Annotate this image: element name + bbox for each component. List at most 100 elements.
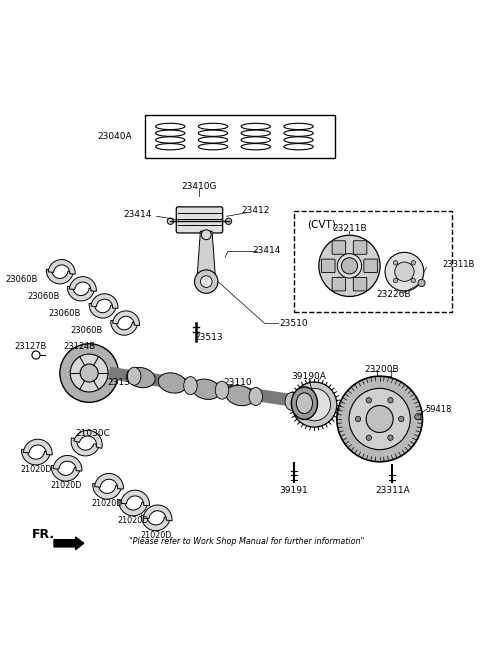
FancyBboxPatch shape <box>176 207 223 233</box>
Polygon shape <box>22 449 50 465</box>
Text: 23510: 23510 <box>280 319 308 328</box>
Polygon shape <box>48 260 75 274</box>
Text: 23513: 23513 <box>194 333 223 342</box>
Text: 21020D: 21020D <box>50 481 82 490</box>
Polygon shape <box>120 490 149 506</box>
Text: 23060B: 23060B <box>70 326 103 335</box>
Circle shape <box>395 262 414 281</box>
Text: 23124B: 23124B <box>63 342 96 352</box>
Polygon shape <box>113 311 140 325</box>
FancyArrow shape <box>54 537 84 550</box>
Text: 23127B: 23127B <box>14 342 47 352</box>
Text: 23131: 23131 <box>107 379 136 388</box>
Ellipse shape <box>296 393 312 413</box>
Polygon shape <box>51 466 80 481</box>
Ellipse shape <box>127 367 141 385</box>
Ellipse shape <box>226 386 254 405</box>
Text: 23226B: 23226B <box>376 290 410 299</box>
Circle shape <box>393 260 398 265</box>
Text: 23311B: 23311B <box>443 260 475 270</box>
Text: 23060B: 23060B <box>48 309 81 318</box>
Text: FR.: FR. <box>32 529 55 541</box>
Polygon shape <box>142 515 170 531</box>
Bar <box>294 211 452 312</box>
Circle shape <box>341 258 358 274</box>
Circle shape <box>337 254 361 278</box>
Ellipse shape <box>291 387 317 419</box>
Circle shape <box>349 388 410 449</box>
Circle shape <box>355 417 361 422</box>
Polygon shape <box>70 277 96 291</box>
Circle shape <box>411 278 416 283</box>
Text: 23211B: 23211B <box>332 224 367 232</box>
Circle shape <box>292 382 337 427</box>
Circle shape <box>411 260 416 265</box>
Bar <box>145 115 335 157</box>
Circle shape <box>201 230 211 239</box>
Polygon shape <box>24 440 52 455</box>
Circle shape <box>418 279 425 287</box>
FancyBboxPatch shape <box>353 241 367 255</box>
Polygon shape <box>93 483 121 499</box>
FancyBboxPatch shape <box>322 259 335 273</box>
Ellipse shape <box>158 373 187 393</box>
Text: 21020D: 21020D <box>20 465 52 474</box>
Ellipse shape <box>285 392 299 411</box>
Text: 21030C: 21030C <box>75 429 110 438</box>
Circle shape <box>366 405 393 432</box>
Circle shape <box>70 354 108 392</box>
Circle shape <box>167 218 174 224</box>
Text: 23414: 23414 <box>124 210 152 219</box>
Text: 23200B: 23200B <box>365 365 399 374</box>
Text: 23110: 23110 <box>224 378 252 386</box>
Circle shape <box>388 398 393 403</box>
Ellipse shape <box>184 377 197 395</box>
FancyBboxPatch shape <box>364 259 377 273</box>
Text: 23060B: 23060B <box>6 275 38 284</box>
Circle shape <box>388 435 393 440</box>
Circle shape <box>60 344 119 402</box>
FancyBboxPatch shape <box>332 277 346 291</box>
Polygon shape <box>143 505 172 521</box>
Text: 23040A: 23040A <box>97 132 132 141</box>
Polygon shape <box>95 474 123 489</box>
Text: 39190A: 39190A <box>291 372 326 381</box>
FancyBboxPatch shape <box>332 241 346 255</box>
Text: 23414: 23414 <box>253 246 281 255</box>
Circle shape <box>366 398 372 403</box>
Text: 23410G: 23410G <box>182 182 217 191</box>
Text: 21020D: 21020D <box>118 516 149 525</box>
Polygon shape <box>68 286 95 301</box>
Ellipse shape <box>215 381 229 399</box>
Ellipse shape <box>192 379 220 400</box>
Circle shape <box>319 236 380 297</box>
Circle shape <box>393 278 398 283</box>
Polygon shape <box>74 430 102 449</box>
Circle shape <box>398 417 404 422</box>
Polygon shape <box>53 455 82 471</box>
Circle shape <box>200 276 212 287</box>
Polygon shape <box>197 231 215 276</box>
Polygon shape <box>111 321 138 335</box>
Polygon shape <box>91 294 118 308</box>
Polygon shape <box>71 438 99 456</box>
Text: 21020D: 21020D <box>140 531 171 540</box>
Ellipse shape <box>249 388 263 405</box>
Text: "Please refer to Work Shop Manual for further information": "Please refer to Work Shop Manual for fu… <box>129 537 364 546</box>
FancyBboxPatch shape <box>353 277 367 291</box>
Circle shape <box>80 364 98 382</box>
Text: (CVT): (CVT) <box>308 220 336 230</box>
Polygon shape <box>47 269 73 284</box>
Text: 23060B: 23060B <box>27 292 60 301</box>
Circle shape <box>194 270 218 293</box>
Circle shape <box>415 413 421 420</box>
Polygon shape <box>89 304 116 318</box>
Circle shape <box>337 376 422 462</box>
Ellipse shape <box>127 367 155 388</box>
Polygon shape <box>119 500 148 516</box>
Text: 39191: 39191 <box>280 485 309 495</box>
Text: 23311A: 23311A <box>375 485 409 495</box>
Text: 21020D: 21020D <box>92 499 123 508</box>
Circle shape <box>298 388 331 420</box>
Circle shape <box>385 253 424 291</box>
